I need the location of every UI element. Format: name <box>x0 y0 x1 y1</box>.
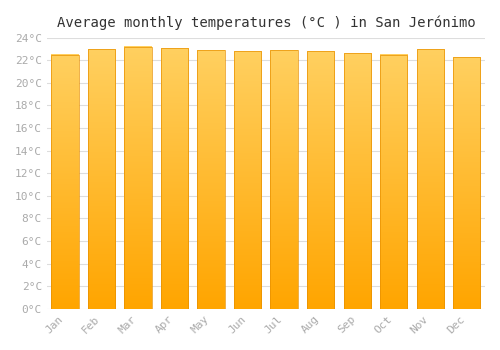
Bar <box>380 55 407 309</box>
Bar <box>52 55 79 309</box>
Bar <box>88 49 116 309</box>
Bar <box>344 54 371 309</box>
Bar <box>307 51 334 309</box>
Bar <box>198 50 225 309</box>
Bar <box>161 48 188 309</box>
Bar <box>270 50 298 309</box>
Bar <box>124 47 152 309</box>
Bar <box>416 49 444 309</box>
Bar <box>234 51 262 309</box>
Bar <box>453 57 480 309</box>
Title: Average monthly temperatures (°C ) in San Jerónimo: Average monthly temperatures (°C ) in Sa… <box>56 15 476 29</box>
